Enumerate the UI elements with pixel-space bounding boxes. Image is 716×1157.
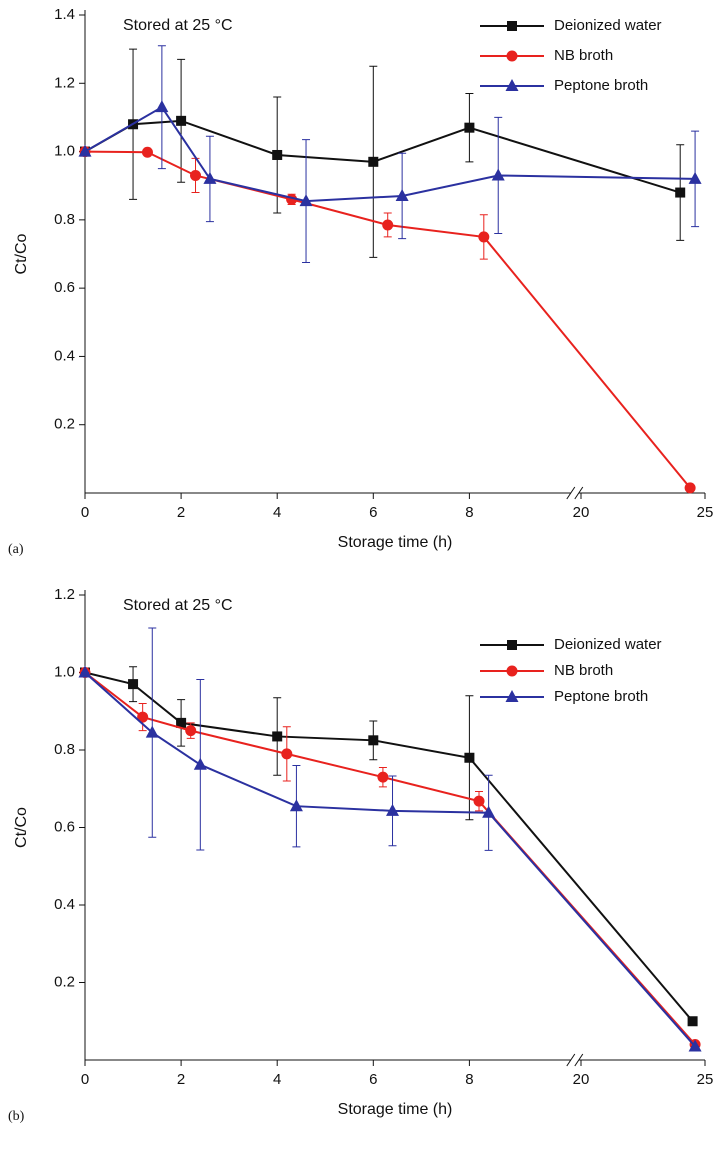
x-tick-label: 8 [465,1071,473,1088]
y-tick-label: 0.6 [54,818,75,835]
axis-break [574,486,584,500]
y-tick-label: 0.2 [54,416,75,433]
legend-label: Deionized water [554,636,662,653]
marker [491,168,505,181]
y-tick-label: 0.4 [54,347,75,364]
y-tick-label: 0.4 [54,896,75,913]
marker [190,169,202,181]
marker [176,115,187,126]
marker [382,219,394,231]
marker [395,188,409,201]
series-line [84,671,696,1046]
legend-label: NB broth [554,662,613,679]
legend-label: NB broth [554,47,613,64]
marker [203,171,217,184]
y-tick-label: 0.2 [54,973,75,990]
marker [507,640,517,650]
marker [289,799,303,812]
marker [386,803,400,816]
y-tick-label: 1.0 [54,143,75,160]
y-axis-title: Ct/Co [13,807,30,848]
series-line [84,671,696,1048]
y-tick-label: 0.6 [54,279,75,296]
marker [684,482,696,494]
x-tick-label: 25 [697,1071,714,1088]
x-tick-label: 25 [697,504,714,521]
y-tick-label: 1.2 [54,586,75,603]
x-tick-label: 4 [273,1071,281,1088]
annotation: Stored at 25 °C [123,597,233,614]
x-axis-title: Storage time (h) [338,1101,453,1118]
axis-break [566,1053,576,1067]
marker [78,665,92,678]
x-axis-title: Storage time (h) [338,534,453,551]
marker [506,665,518,677]
marker [137,711,149,723]
y-axis-title: Ct/Co [13,233,30,274]
x-tick-label: 6 [369,504,377,521]
marker [272,149,283,160]
x-tick-label: 0 [81,1071,89,1088]
y-tick-label: 1.2 [54,74,75,91]
marker [675,187,686,198]
marker [464,122,475,133]
y-tick-label: 0.8 [54,211,75,228]
marker [473,795,485,807]
marker [155,100,169,113]
marker [368,735,379,746]
marker [128,679,139,690]
marker [688,1039,702,1052]
axis-break [566,486,576,500]
marker [193,757,207,770]
marker [185,725,197,737]
panel-label: (a) [8,542,24,557]
legend-label: Peptone broth [554,688,648,705]
marker [281,748,293,760]
marker [299,194,313,207]
x-tick-label: 20 [573,504,590,521]
marker [272,731,283,742]
x-tick-label: 0 [81,504,89,521]
y-tick-label: 1.4 [54,6,75,23]
marker [506,50,518,62]
x-tick-label: 2 [177,1071,185,1088]
legend-label: Deionized water [554,17,662,34]
marker [377,771,389,783]
marker [482,805,496,818]
x-tick-label: 4 [273,504,281,521]
marker [464,752,475,763]
marker [688,171,702,184]
marker [507,21,517,31]
x-tick-label: 6 [369,1071,377,1088]
x-tick-label: 8 [465,504,473,521]
series-line [84,150,691,489]
marker [368,156,379,167]
marker [176,717,187,728]
marker [478,231,490,243]
series-line [84,119,681,194]
x-tick-label: 20 [573,1071,590,1088]
annotation: Stored at 25 °C [123,17,233,34]
marker [687,1016,698,1027]
panel-label: (b) [8,1109,25,1124]
y-tick-label: 1.0 [54,663,75,680]
legend-label: Peptone broth [554,77,648,94]
axis-break [574,1053,584,1067]
x-tick-label: 2 [177,504,185,521]
marker [145,725,159,738]
marker [505,79,519,91]
marker [505,690,519,702]
y-tick-label: 0.8 [54,741,75,758]
marker [78,144,92,157]
panel: 0 2 4 6 8 20 25 0.2 0.4 0.6 0.8 1.0 1.2 1.4 Storage ti… [8,6,713,557]
panel: 0 2 4 6 8 20 25 0.2 0.4 0.6 0.8 1.0 1.2 Storage time … [8,586,713,1124]
marker [141,146,153,158]
